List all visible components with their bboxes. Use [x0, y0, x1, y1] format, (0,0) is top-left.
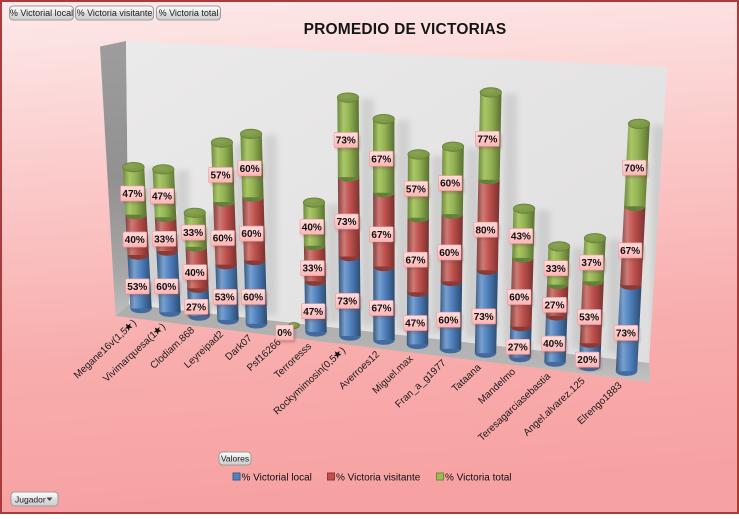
svg-text:27%: 27%	[186, 302, 206, 313]
svg-text:53%: 53%	[127, 282, 147, 293]
svg-text:67%: 67%	[405, 255, 425, 266]
svg-text:% Victoria total: % Victoria total	[445, 473, 512, 484]
svg-text:67%: 67%	[371, 230, 391, 241]
svg-text:% Victorial local: % Victorial local	[10, 8, 73, 18]
svg-text:47%: 47%	[303, 307, 323, 318]
svg-text:60%: 60%	[240, 164, 260, 175]
svg-text:57%: 57%	[210, 171, 230, 182]
svg-text:67%: 67%	[371, 304, 391, 315]
svg-text:73%: 73%	[474, 312, 494, 323]
svg-text:57%: 57%	[406, 184, 426, 195]
svg-text:27%: 27%	[544, 301, 564, 312]
svg-text:37%: 37%	[581, 258, 601, 269]
svg-text:47%: 47%	[122, 189, 142, 200]
svg-text:PROMEDIO DE VICTORIAS: PROMEDIO DE VICTORIAS	[304, 21, 507, 38]
svg-text:20%: 20%	[577, 355, 597, 366]
svg-text:47%: 47%	[405, 319, 425, 330]
svg-text:% Victoria visitante: % Victoria visitante	[77, 8, 153, 18]
svg-text:60%: 60%	[440, 179, 460, 190]
svg-text:60%: 60%	[438, 315, 458, 326]
svg-text:60%: 60%	[439, 248, 459, 259]
svg-text:60%: 60%	[241, 229, 261, 240]
svg-text:73%: 73%	[336, 217, 356, 228]
svg-text:67%: 67%	[371, 154, 391, 165]
svg-text:27%: 27%	[508, 342, 528, 353]
svg-text:53%: 53%	[215, 293, 235, 304]
svg-text:40%: 40%	[185, 268, 205, 279]
svg-text:53%: 53%	[579, 313, 599, 324]
svg-text:60%: 60%	[243, 293, 263, 304]
svg-text:): )	[338, 345, 348, 355]
svg-text:40%: 40%	[125, 235, 145, 246]
svg-text:43%: 43%	[511, 232, 531, 243]
svg-text:60%: 60%	[156, 282, 176, 293]
svg-text:): )	[129, 318, 139, 328]
svg-text:60%: 60%	[213, 234, 233, 245]
svg-text:Jugador: Jugador	[15, 495, 46, 505]
svg-text:80%: 80%	[475, 225, 495, 236]
svg-text:% Victoria total: % Victoria total	[159, 8, 219, 18]
svg-text:60%: 60%	[509, 293, 529, 304]
svg-text:40%: 40%	[302, 222, 322, 233]
svg-text:67%: 67%	[620, 246, 640, 257]
svg-text:33%: 33%	[302, 264, 322, 275]
svg-text:33%: 33%	[154, 234, 174, 245]
svg-text:73%: 73%	[336, 136, 356, 147]
svg-text:70%: 70%	[624, 163, 644, 174]
svg-text:% Victorial local: % Victorial local	[242, 473, 312, 484]
svg-text:47%: 47%	[152, 192, 172, 203]
svg-text:0%: 0%	[277, 328, 292, 339]
svg-text:% Victoria visitante: % Victoria visitante	[336, 473, 421, 484]
svg-text:Valores: Valores	[221, 454, 249, 464]
svg-text:40%: 40%	[543, 339, 563, 350]
svg-text:): )	[158, 321, 168, 331]
svg-text:33%: 33%	[183, 228, 203, 239]
svg-text:77%: 77%	[477, 134, 497, 145]
svg-text:73%: 73%	[337, 297, 357, 308]
svg-text:33%: 33%	[546, 264, 566, 275]
svg-text:73%: 73%	[616, 329, 636, 340]
